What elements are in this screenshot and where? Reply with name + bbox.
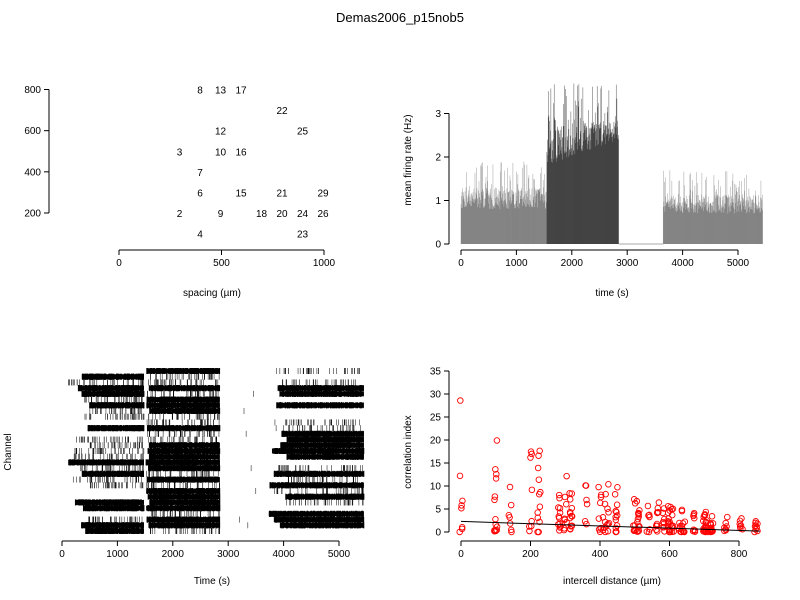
spike-band [280, 442, 364, 448]
mean-firing-rate-panel: 0 1000 2000 3000 4000 5000 0 1 2 3 time (s) mean … [403, 83, 763, 299]
spike-band [147, 425, 220, 431]
electrode-label: 22 [276, 106, 288, 117]
layout-y-axis-tick-label: 800 [24, 85, 41, 96]
layout-y-axis-tick-label: 400 [24, 167, 41, 178]
spike-band [146, 402, 220, 408]
electrode-label: 2 [177, 209, 183, 220]
firing-rate-xlabel: time (s) [595, 288, 628, 299]
electrode-label: 20 [276, 209, 288, 220]
spike-band [68, 459, 144, 465]
electrode-label: 16 [235, 147, 247, 158]
electrode-label: 24 [297, 209, 309, 220]
spike-band [149, 408, 220, 414]
electrode-layout-axes: 0 500 1000 200 400 600 800 [24, 85, 335, 269]
firing-rate-traces [460, 83, 763, 245]
electrode-label: 3 [177, 147, 183, 158]
electrode-label: 15 [235, 188, 247, 199]
layout-x-axis-tick-label: 500 [213, 258, 230, 269]
electrode-label: 7 [197, 168, 203, 179]
spike-band [277, 385, 364, 391]
spike-band [279, 391, 364, 397]
page-title: Demas2006_p15nob5 [336, 10, 464, 25]
electrode-label: 9 [218, 209, 224, 220]
firing-rate-axes: 0 1000 2000 3000 4000 5000 0 1 2 3 [435, 109, 749, 269]
layout-x-axis-tick-label: 1000 [313, 258, 336, 269]
layout-y-axis-tick-label: 600 [24, 126, 41, 137]
raster-channels [68, 368, 365, 534]
electrode-label: 21 [276, 188, 288, 199]
electrode-label: 26 [317, 209, 329, 220]
electrode-label: 12 [215, 127, 227, 138]
rate-y-axis-tick-label: 1 [435, 196, 441, 207]
rate-y-axis-tick-label: 0 [435, 240, 441, 251]
spike-band [78, 385, 144, 391]
spike-band [146, 459, 220, 465]
electrode-layout-panel: 0 500 1000 200 400 600 800 8 13 17 22 12 25 3 10 16 7 6 1… [24, 85, 335, 299]
spike-band [148, 454, 220, 460]
rate-y-axis-tick-label: 3 [435, 109, 441, 120]
spike-raster-panel: 0 1000 2000 3000 4000 5000 Time (s) Channel [3, 368, 365, 587]
spike-band [87, 425, 144, 431]
rate-x-axis-tick-label: 4000 [671, 258, 694, 269]
spike-band [146, 368, 220, 374]
spike-band [147, 448, 220, 454]
layout-y-axis-tick-label: 200 [24, 209, 41, 220]
spike-band [149, 442, 220, 448]
electrode-label: 10 [215, 147, 227, 158]
spike-band [81, 374, 144, 380]
electrode-label: 4 [197, 230, 203, 241]
electrode-label: 29 [317, 188, 329, 199]
electrode-label: 23 [297, 230, 309, 241]
rate-y-axis-tick-label: 2 [435, 153, 441, 164]
electrode-layout-xlabel: spacing (µm) [183, 288, 241, 299]
spike-band [281, 431, 364, 437]
rate-x-axis-tick-label: 5000 [727, 258, 750, 269]
spike-band [81, 391, 144, 397]
electrode-label: 25 [297, 127, 309, 138]
layout-x-axis-tick-label: 0 [116, 258, 122, 269]
rate-x-axis-tick-label: 1000 [505, 258, 528, 269]
rate-x-axis-tick-label: 0 [458, 258, 464, 269]
rate-x-axis-tick-label: 3000 [616, 258, 639, 269]
firing-rate-ylabel: mean firing rate (Hz) [403, 114, 414, 205]
electrode-label: 8 [197, 86, 203, 97]
spike-band [146, 397, 220, 403]
electrode-label: 18 [256, 209, 268, 220]
electrode-label: 13 [215, 86, 227, 97]
spike-band [271, 448, 364, 454]
electrode-label: 17 [235, 86, 247, 97]
spike-band [286, 454, 364, 460]
rate-x-axis-tick-label: 2000 [561, 258, 584, 269]
spike-band [276, 402, 364, 408]
spike-band [286, 437, 364, 443]
electrode-label: 6 [197, 188, 203, 199]
spike-band [89, 402, 144, 408]
spike-band [148, 385, 220, 391]
